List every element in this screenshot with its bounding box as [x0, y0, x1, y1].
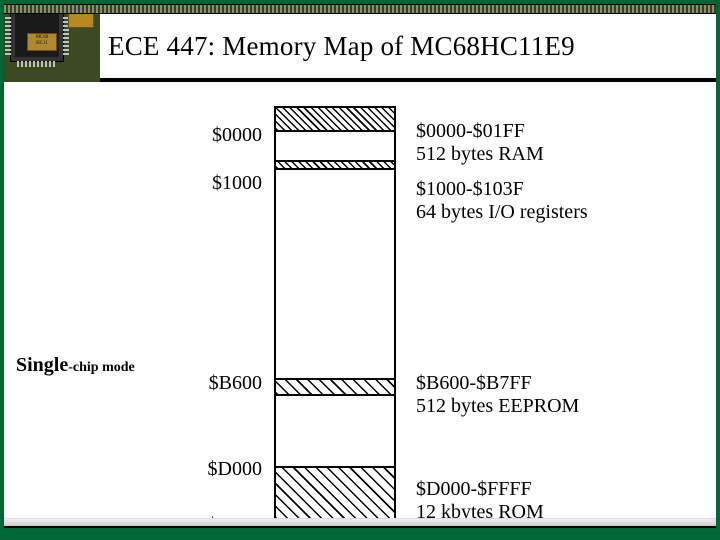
footer-shadow — [4, 518, 716, 526]
desc-ram-text: 512 bytes RAM — [416, 143, 544, 166]
chip-image: MC68HC11 — [4, 4, 100, 82]
header: MC68HC11 ECE 447: Memory Map of MC68HC11… — [4, 4, 716, 82]
slide: MC68HC11 ECE 447: Memory Map of MC68HC11… — [4, 4, 716, 536]
desc-io-range: $1000-$103F — [416, 178, 588, 201]
desc-eeprom-text: 512 bytes EEPROM — [416, 395, 579, 418]
desc-io-text: 64 bytes I/O registers — [416, 201, 588, 224]
region-rom — [276, 466, 394, 521]
desc-io: $1000-$103F64 bytes I/O registers — [416, 178, 588, 224]
addr-rom: $D000 — [4, 458, 262, 481]
content-area: Single-chip mode $0000$0000-$01FF512 byt… — [4, 86, 716, 536]
memory-map-column — [274, 106, 396, 521]
region-eeprom — [276, 378, 394, 396]
region-io — [276, 160, 394, 170]
region-ram — [276, 106, 394, 132]
addr-io: $1000 — [4, 172, 262, 195]
footer-bar — [4, 526, 716, 536]
desc-ram: $0000-$01FF512 bytes RAM — [416, 120, 544, 166]
page-title: ECE 447: Memory Map of MC68HC11E9 — [108, 18, 708, 74]
addr-eeprom: $B600 — [4, 372, 262, 395]
desc-eeprom-range: $B600-$B7FF — [416, 372, 579, 395]
addr-ram: $0000 — [4, 124, 262, 147]
desc-rom-range: $D000-$FFFF — [416, 478, 544, 501]
desc-ram-range: $0000-$01FF — [416, 120, 544, 143]
desc-eeprom: $B600-$B7FF512 bytes EEPROM — [416, 372, 579, 418]
